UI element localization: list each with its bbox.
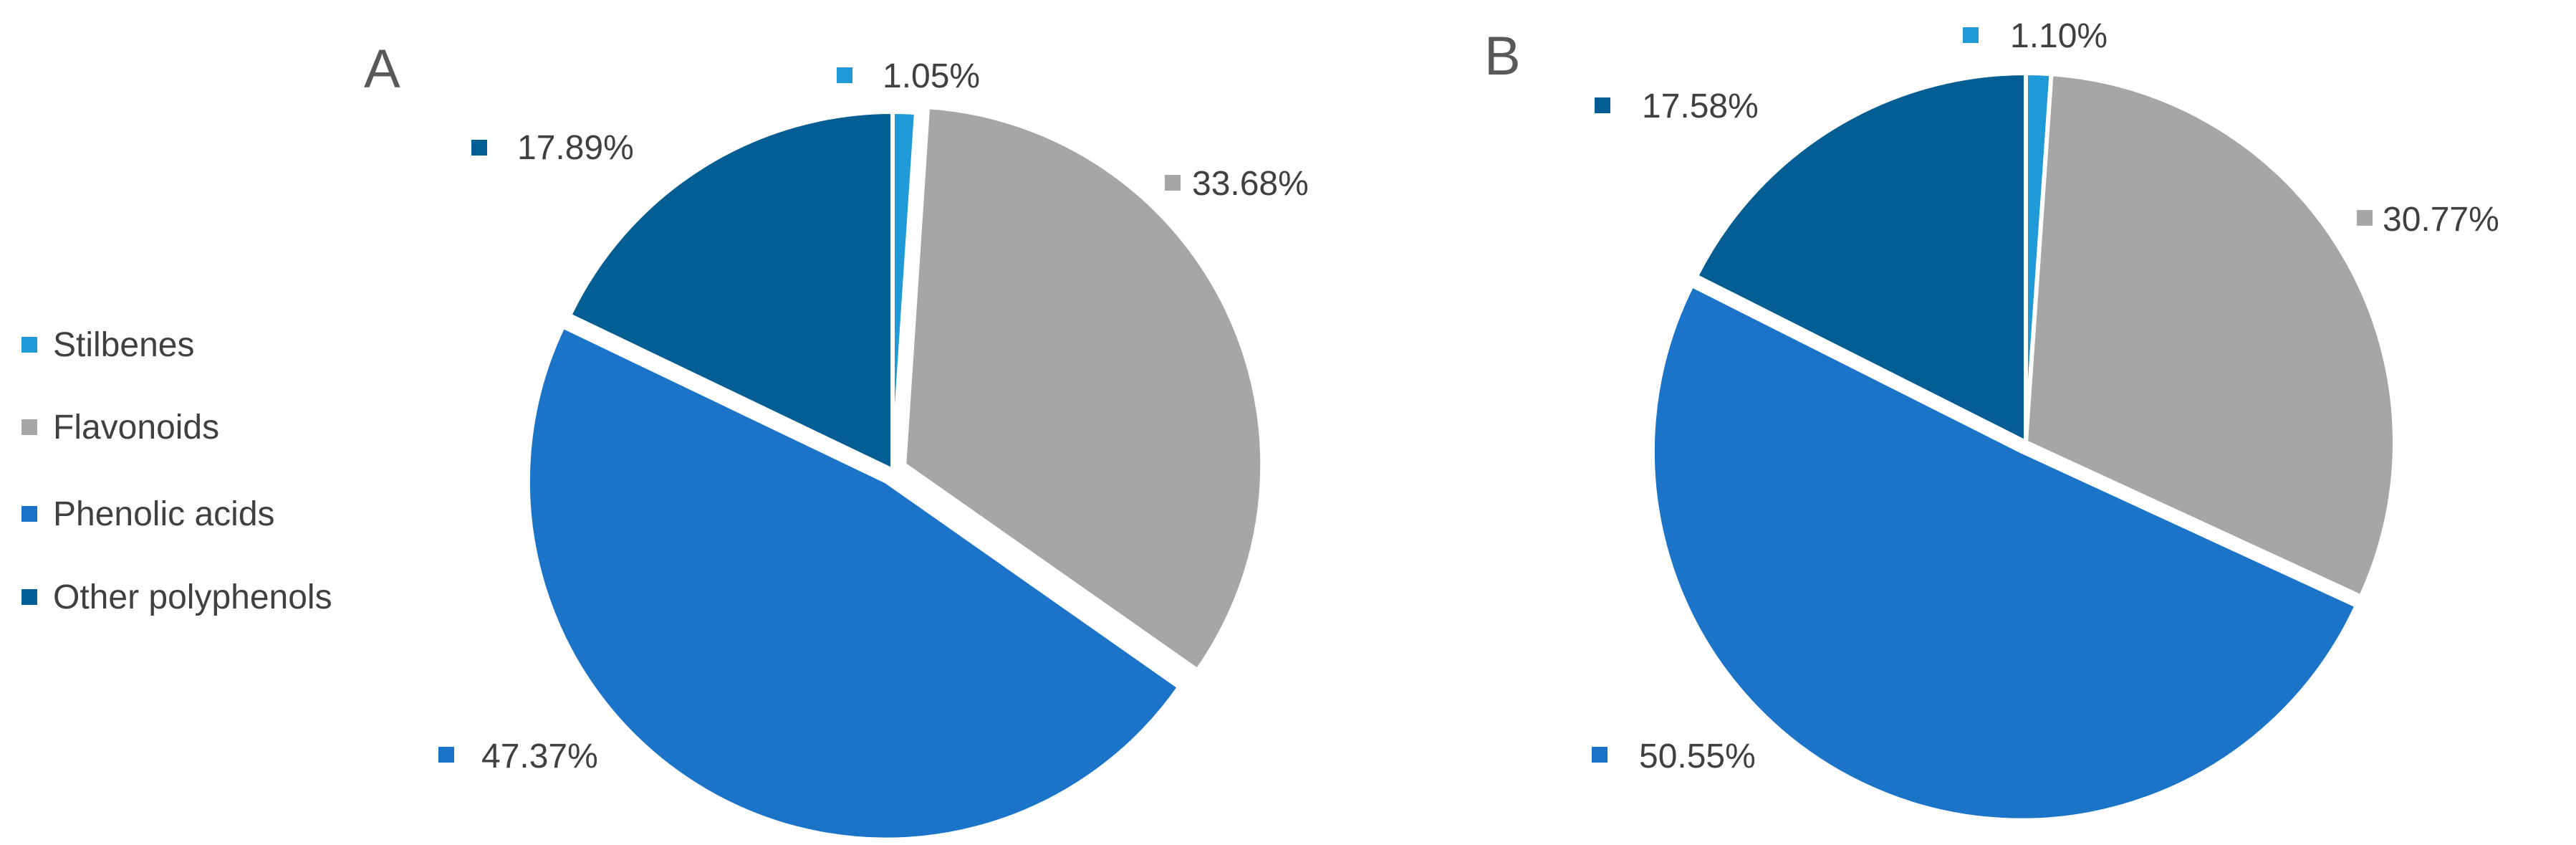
legend-swatch-other-polyphenols	[21, 589, 37, 605]
legend-item-stilbenes: Stilbenes	[21, 326, 194, 364]
data-label-marker-a-other-polyphenols	[471, 140, 487, 156]
legend-item-flavonoids: Flavonoids	[21, 409, 219, 447]
legend-swatch-stilbenes	[21, 337, 37, 353]
pie-slice-a-phenolic-acids	[525, 324, 1182, 842]
data-label-a-other-polyphenols: 17.89%	[517, 129, 634, 167]
legend-item-phenolic-acids: Phenolic acids	[21, 495, 275, 533]
panel-label-b: B	[1484, 26, 1521, 87]
legend-label-flavonoids: Flavonoids	[53, 409, 219, 447]
data-label-marker-b-phenolic-acids	[1592, 747, 1607, 763]
panel-label-a: A	[364, 39, 400, 100]
legend: Stilbenes Flavonoids Phenolic acids Othe…	[21, 326, 332, 616]
legend-swatch-phenolic-acids	[21, 506, 37, 522]
data-label-b-stilbenes: 1.10%	[2010, 17, 2108, 55]
pie-chart-b	[1650, 71, 2397, 823]
data-label-marker-a-flavonoids	[1165, 175, 1181, 191]
legend-label-stilbenes: Stilbenes	[53, 326, 194, 364]
data-label-marker-b-other-polyphenols	[1595, 97, 1610, 113]
data-labels-a: 1.05% 33.68% 47.37% 17.89%	[438, 57, 1309, 775]
pie-slice-a-flavonoids	[902, 105, 1265, 673]
data-label-a-phenolic-acids: 47.37%	[481, 737, 598, 775]
pie-slice-b-flavonoids	[2024, 72, 2397, 599]
data-label-b-flavonoids: 30.77%	[2383, 201, 2499, 239]
legend-label-phenolic-acids: Phenolic acids	[53, 495, 275, 533]
pie-slice-b-other-polyphenols	[1693, 71, 2028, 444]
data-label-marker-b-stilbenes	[1963, 27, 1979, 43]
data-label-a-stilbenes: 1.05%	[883, 57, 980, 95]
data-label-b-other-polyphenols: 17.58%	[1642, 87, 1759, 125]
pie-slice-a-other-polyphenols	[567, 110, 895, 472]
data-label-a-flavonoids: 33.68%	[1192, 165, 1309, 203]
data-label-marker-a-stilbenes	[837, 67, 852, 83]
legend-item-other-polyphenols: Other polyphenols	[21, 578, 332, 616]
pie-slice-b-phenolic-acids	[1650, 283, 2359, 823]
data-label-b-phenolic-acids: 50.55%	[1639, 737, 1756, 775]
legend-label-other-polyphenols: Other polyphenols	[53, 578, 332, 616]
data-label-marker-b-flavonoids	[2357, 210, 2373, 226]
data-label-marker-a-phenolic-acids	[438, 747, 454, 763]
data-labels-b: 1.10% 30.77% 50.55% 17.58%	[1592, 17, 2499, 775]
pie-chart-a	[525, 105, 1265, 842]
legend-swatch-flavonoids	[21, 419, 37, 435]
